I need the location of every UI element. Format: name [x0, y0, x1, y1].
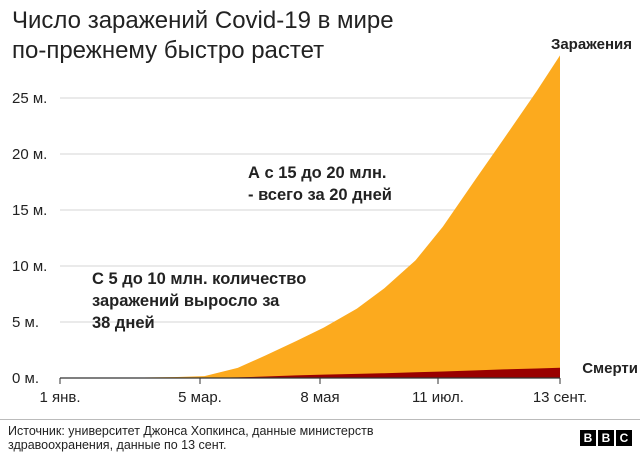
x-axis: 1 янв. 5 мар. 8 мая 11 июл. 13 сент.	[39, 377, 587, 406]
area-series-infections	[60, 55, 560, 379]
x-tick-label: 1 янв.	[39, 389, 80, 406]
footer-divider	[0, 419, 640, 420]
annotation-line: С 5 до 10 млн. количество	[92, 270, 306, 288]
bbc-logo-letter: B	[598, 430, 614, 446]
x-tick-label: 11 июл.	[412, 389, 464, 406]
annotation-line: - всего за 20 дней	[248, 186, 392, 204]
x-tick-label: 5 мар.	[178, 389, 222, 406]
chart: 0 м. 5 м. 10 м. 15 м. 20 м. 25 м. 1 янв. 5 мар…	[12, 36, 638, 406]
y-tick-label: 0 м.	[12, 370, 39, 387]
chart-labels: Заражения Смерти А с 15 до 20 млн. - всего …	[92, 36, 638, 377]
data-areas	[60, 55, 560, 379]
x-tick-label: 8 мая	[300, 389, 339, 406]
title-line-2: по-прежнему быстро растет	[12, 37, 325, 64]
y-tick-label: 15 м.	[12, 202, 47, 219]
y-tick-label: 5 м.	[12, 314, 39, 331]
x-tick-label: 13 сент.	[533, 389, 587, 406]
chart-title: Число заражений Covid-19 в мире по-прежн…	[12, 6, 532, 66]
y-tick-label: 25 м.	[12, 90, 47, 107]
annotation-1: А с 15 до 20 млн. - всего за 20 дней	[248, 164, 392, 204]
series-label-deaths: Смерти	[582, 360, 638, 377]
source-note: Источник: университет Джонса Хопкинса, д…	[8, 424, 374, 452]
bbc-logo-letter: C	[616, 430, 632, 446]
annotation-2: С 5 до 10 млн. количество заражений вырос…	[92, 270, 306, 332]
title-line-1: Число заражений Covid-19 в мире	[12, 7, 394, 34]
annotation-line: заражений выросло за	[92, 292, 280, 310]
series-label-infections: Заражения	[551, 36, 632, 53]
area-series-deaths	[60, 367, 560, 378]
annotation-line: А с 15 до 20 млн.	[248, 164, 387, 182]
y-tick-label: 20 м.	[12, 146, 47, 163]
y-tick-label: 10 м.	[12, 258, 47, 275]
annotation-line: 38 дней	[92, 314, 155, 332]
bbc-logo-letter: B	[580, 430, 596, 446]
bbc-logo: B B C	[580, 430, 632, 446]
